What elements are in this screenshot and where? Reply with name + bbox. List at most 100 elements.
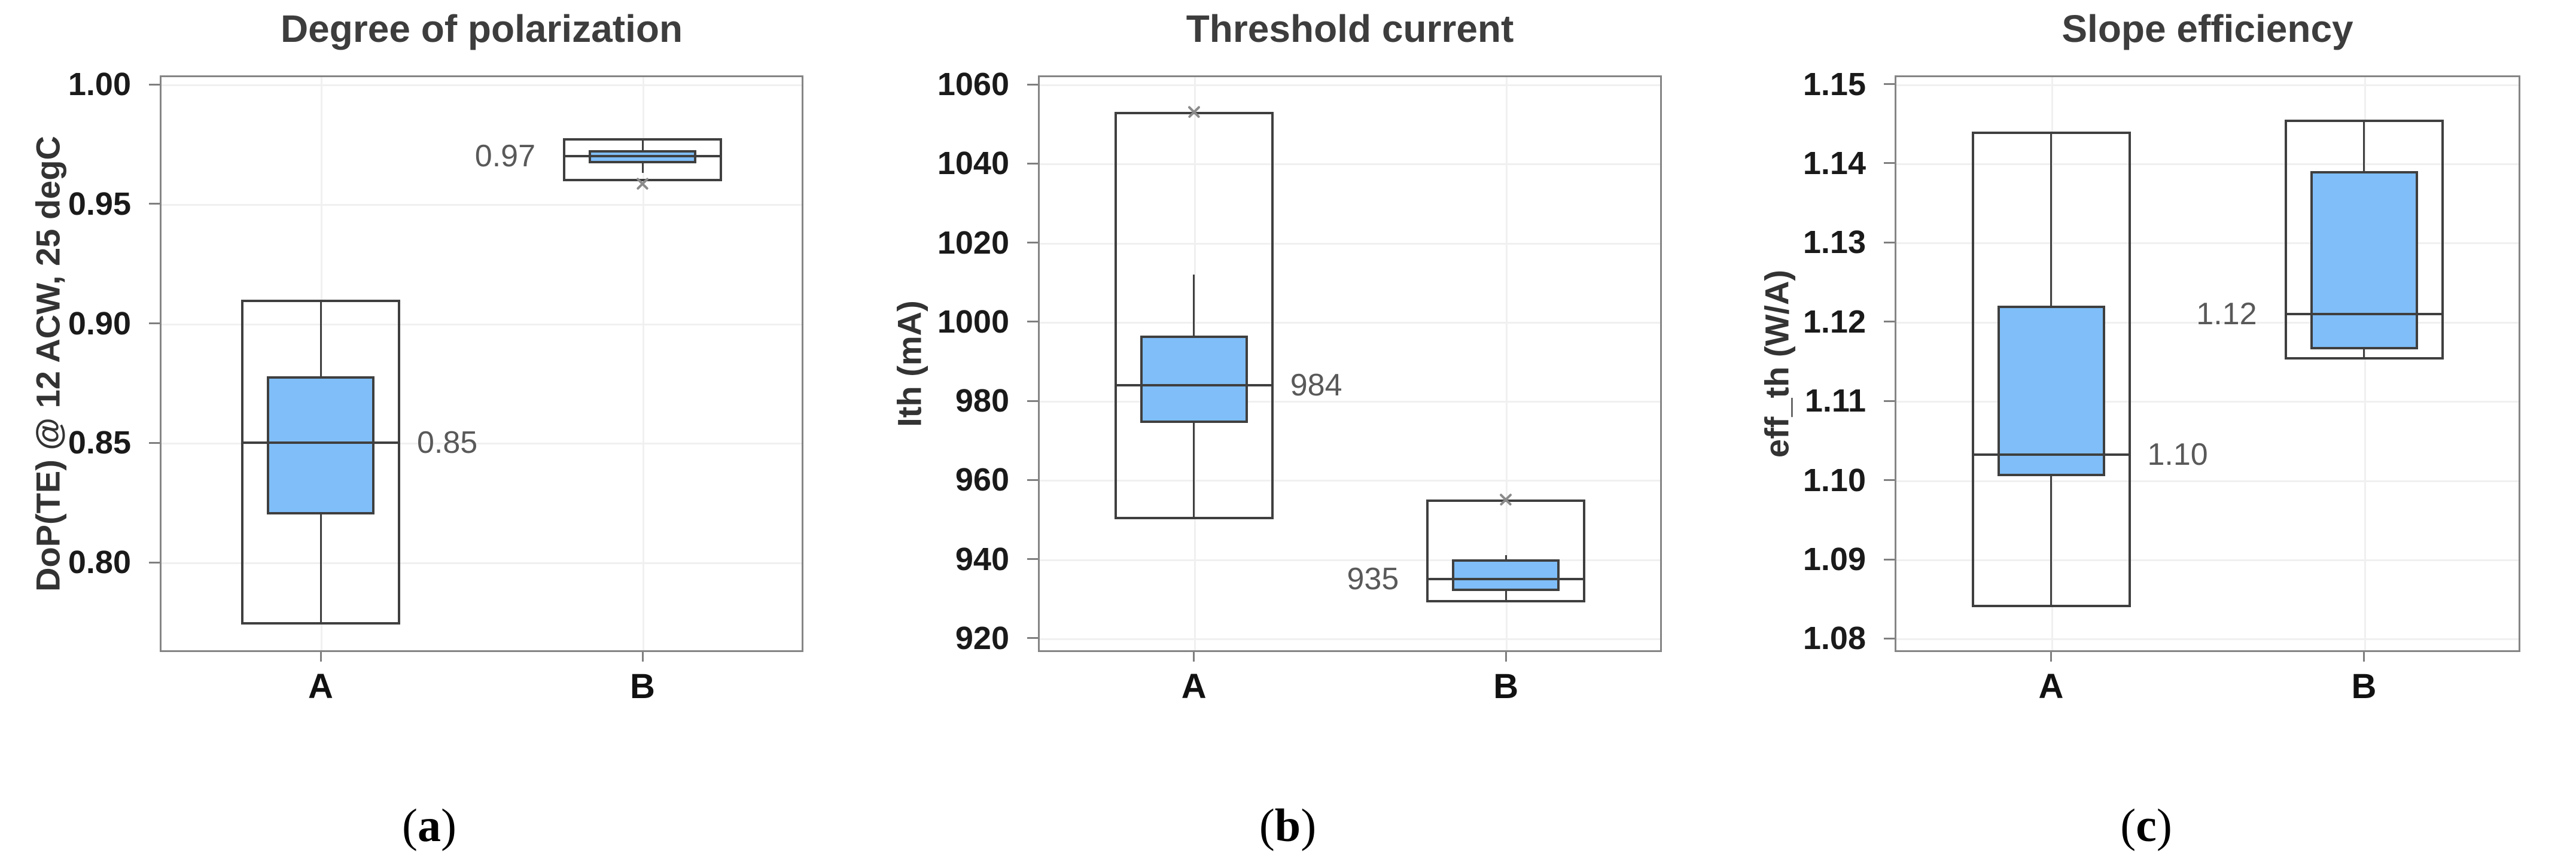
gridline (1896, 401, 2519, 403)
box-iqr (1452, 559, 1560, 591)
y-axis-tick-mark (1027, 400, 1038, 402)
y-tick-label: 1.12 (1802, 303, 1866, 340)
y-tick-label: 1.14 (1802, 145, 1866, 181)
y-axis-tick-mark (149, 561, 160, 564)
caption-paren-open: ( (402, 799, 418, 851)
gridline (1896, 638, 2519, 641)
panel-caption: (a) (0, 793, 858, 858)
y-tick-label: 0.95 (68, 185, 131, 222)
y-tick-label: 1.08 (1802, 620, 1866, 657)
gridline (1040, 480, 1660, 482)
y-tick-label: 0.90 (68, 305, 131, 342)
y-tick-label: 960 (955, 462, 1009, 498)
y-tick-label: 0.80 (68, 544, 131, 581)
y-tick-label: 1.15 (1802, 66, 1866, 102)
x-axis-tick-mark (1193, 652, 1195, 662)
y-axis-tick-mark (1027, 242, 1038, 244)
y-axis-title: eff_th (W/A) (1758, 269, 1796, 458)
median-line (1971, 453, 2131, 456)
gridline (162, 203, 802, 206)
y-tick-label: 940 (955, 541, 1009, 577)
y-tick-label: 920 (955, 620, 1009, 656)
y-tick-label: 1.09 (1802, 541, 1866, 578)
y-axis-tick-mark (1027, 558, 1038, 561)
gridline (162, 562, 802, 565)
box-iqr (1997, 306, 2105, 477)
gridline (162, 84, 802, 87)
median-value-label: 1.12 (2196, 296, 2257, 331)
outlier-x-icon (636, 177, 649, 190)
gridline (1896, 559, 2519, 562)
y-tick-label: 1.13 (1802, 224, 1866, 261)
caption-paren-close: ) (2156, 799, 2172, 851)
chart-panel: Degree of polarization DoP(TE) @ 12 ACW,… (0, 0, 859, 865)
x-tick-label: B (2351, 667, 2377, 706)
y-axis-tick-mark (1884, 637, 1895, 639)
chart-title: Degree of polarization (280, 7, 683, 50)
median-line (1114, 383, 1274, 386)
y-axis-tick-mark (1027, 162, 1038, 165)
gridline (1040, 242, 1660, 245)
median-value-label: 1.10 (2147, 437, 2208, 473)
caption-letter: c (2136, 799, 2157, 851)
panel-caption: (b) (858, 793, 1717, 858)
median-value-label: 0.85 (417, 425, 478, 461)
y-axis-tick-mark (149, 441, 160, 444)
x-tick-label: A (308, 667, 333, 706)
panel-caption: (c) (1717, 793, 2575, 858)
x-axis-tick-mark (319, 652, 322, 662)
x-axis-tick-mark (2363, 652, 2365, 662)
median-line (2284, 312, 2444, 315)
gridline (1896, 480, 2519, 482)
gridline (1040, 638, 1660, 640)
box-iqr (1140, 336, 1248, 423)
gridline (1040, 163, 1660, 166)
y-tick-label: 1.10 (1802, 462, 1866, 498)
y-axis-tick-mark (149, 203, 160, 205)
y-tick-label: 0.85 (68, 425, 131, 461)
y-tick-label: 1040 (937, 145, 1009, 182)
y-axis-tick-mark (1884, 558, 1895, 561)
y-tick-label: 1020 (937, 224, 1009, 261)
median-value-label: 984 (1290, 367, 1342, 403)
chart-panel: Threshold current Ith (mA) (b) 1060 1040 1… (858, 0, 1718, 865)
x-tick-label: A (1181, 667, 1207, 706)
y-axis-tick-mark (1884, 241, 1895, 243)
median-line (563, 155, 722, 158)
y-axis-tick-mark (149, 322, 160, 325)
gridline (643, 77, 644, 650)
x-tick-label: B (630, 667, 655, 706)
x-axis-tick-mark (1505, 652, 1507, 662)
gridline (162, 323, 802, 325)
y-axis-tick-mark (1884, 479, 1895, 482)
x-tick-label: B (1493, 667, 1519, 706)
y-axis-tick-mark (1027, 83, 1038, 86)
median-value-label: 0.97 (474, 139, 535, 174)
caption-letter: a (418, 799, 441, 851)
y-axis-tick-mark (149, 83, 160, 86)
gridline (2364, 77, 2366, 650)
y-axis-tick-mark (1884, 321, 1895, 323)
caption-paren-close: ) (1301, 799, 1317, 851)
outlier-x-icon (1499, 493, 1512, 506)
gridline (1506, 77, 1508, 650)
median-line (1426, 577, 1586, 580)
y-tick-label: 980 (955, 383, 1009, 419)
x-axis-tick-mark (641, 652, 644, 662)
gridline (1896, 321, 2519, 324)
y-axis-tick-mark (1884, 162, 1895, 165)
gridline (321, 77, 322, 650)
gridline (162, 443, 802, 445)
chart-title: Slope efficiency (2062, 7, 2353, 50)
y-axis-tick-mark (1027, 479, 1038, 481)
y-axis-tick-mark (1884, 83, 1895, 86)
caption-paren-open: ( (2120, 799, 2136, 851)
gridline (1040, 321, 1660, 324)
caption-paren-close: ) (441, 799, 456, 851)
chart-title: Threshold current (1186, 7, 1514, 50)
gridline (1040, 84, 1660, 87)
median-value-label: 935 (1347, 561, 1399, 596)
gridline (1896, 163, 2519, 165)
caption-letter: b (1274, 799, 1301, 851)
outlier-x-icon (1187, 105, 1201, 118)
